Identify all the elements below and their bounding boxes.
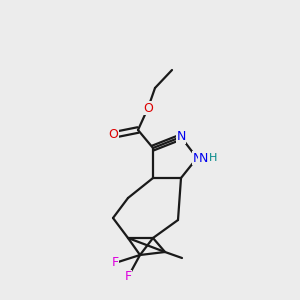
Text: N: N xyxy=(176,130,186,143)
Text: N: N xyxy=(199,152,208,164)
Text: O: O xyxy=(143,101,153,115)
Text: F: F xyxy=(111,256,118,269)
Text: O: O xyxy=(108,128,118,142)
Text: F: F xyxy=(124,271,132,284)
Text: N: N xyxy=(192,152,202,164)
Text: H: H xyxy=(209,153,218,163)
